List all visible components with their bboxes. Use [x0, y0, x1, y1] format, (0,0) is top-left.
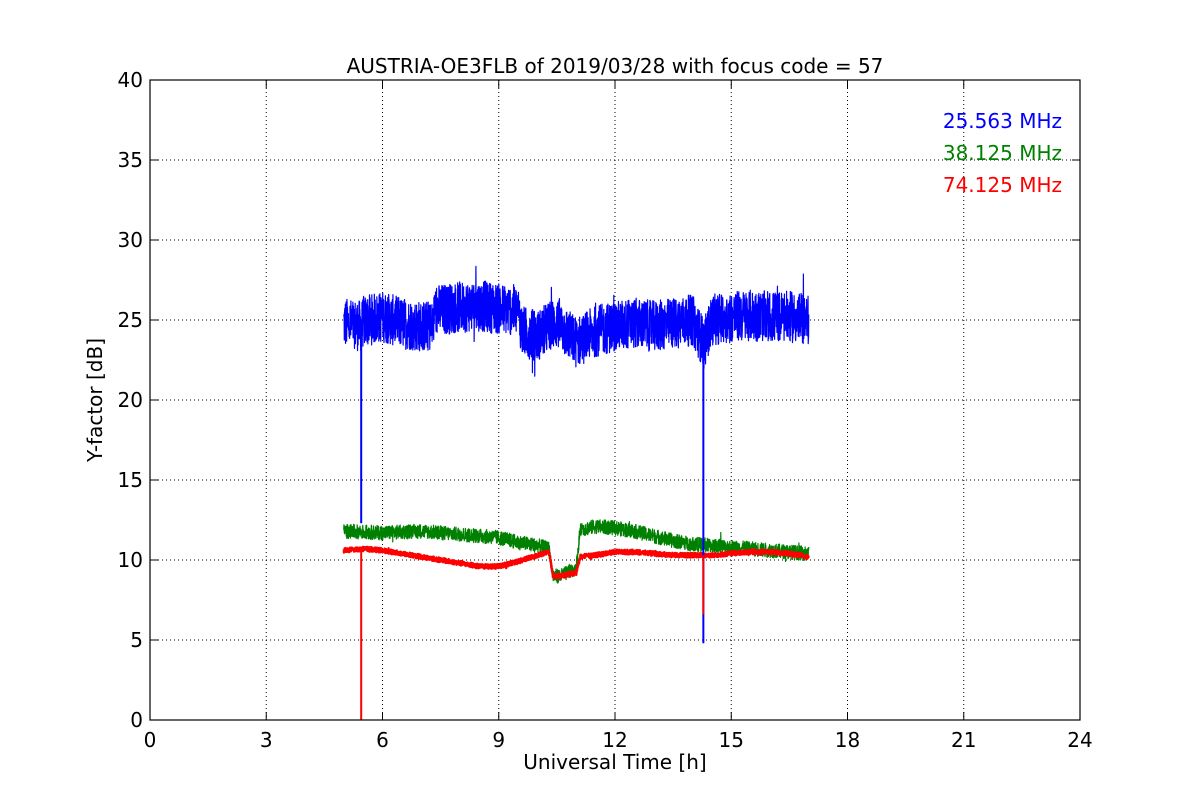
y-tick-label: 35: [118, 148, 143, 172]
x-tick-label: 3: [260, 728, 273, 752]
x-tick-label: 24: [1067, 728, 1092, 752]
x-tick-label: 12: [602, 728, 627, 752]
plot-area: [342, 265, 810, 720]
series-line: [343, 519, 810, 584]
y-axis-title: Y-factor [dB]: [83, 338, 107, 463]
y-tick-label: 20: [118, 388, 143, 412]
x-tick-label: 6: [376, 728, 389, 752]
ticks: 0 3 6 9 12 15 18 21 24 0 5 10 15 20 25 30 35 40: [118, 68, 1093, 752]
legend-entry: 38.125 MHz: [943, 141, 1062, 165]
chart-title: AUSTRIA-OE3FLB of 2019/03/28 with focus …: [347, 54, 884, 78]
y-tick-label: 30: [118, 228, 143, 252]
y-tick-label: 40: [118, 68, 143, 92]
x-tick-label: 18: [835, 728, 860, 752]
series-line: [342, 545, 810, 580]
y-tick-label: 0: [130, 708, 143, 732]
legend: 25.563 MHz 38.125 MHz 74.125 MHz: [943, 109, 1062, 197]
x-axis-title: Universal Time [h]: [523, 750, 706, 774]
grid: [150, 80, 1080, 720]
y-tick-label: 25: [118, 308, 143, 332]
legend-entry: 25.563 MHz: [943, 109, 1062, 133]
legend-entry: 74.125 MHz: [943, 173, 1062, 197]
y-tick-label: 5: [130, 628, 143, 652]
y-tick-label: 10: [118, 548, 143, 572]
x-tick-label: 21: [951, 728, 976, 752]
y-tick-label: 15: [118, 468, 143, 492]
x-tick-label: 0: [144, 728, 157, 752]
x-tick-label: 15: [719, 728, 744, 752]
x-tick-label: 9: [492, 728, 505, 752]
series-line: [343, 265, 810, 377]
